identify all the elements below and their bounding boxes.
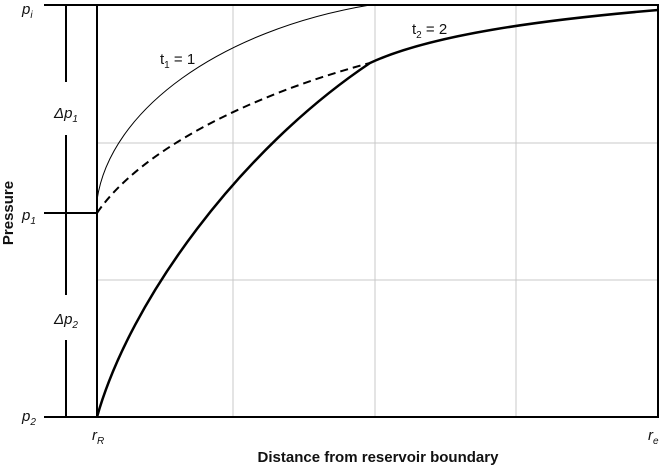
pressure-scale <box>44 4 97 418</box>
symbol: p <box>21 1 30 18</box>
subscript: 1 <box>164 60 170 71</box>
curve-t1 <box>96 4 371 201</box>
subscript: R <box>97 436 104 447</box>
delta-p1-label: Δp1 <box>53 105 78 125</box>
p-1-label: p1 <box>21 207 36 227</box>
y-axis-title: Pressure <box>0 181 17 245</box>
symbol: p <box>21 207 30 224</box>
curve-dashed <box>96 62 371 214</box>
symbol: Δp <box>53 311 72 328</box>
t2-label: t2 = 2 <box>412 21 447 41</box>
curve-t2 <box>95 8 659 418</box>
grid <box>97 5 658 417</box>
symbol: t <box>160 51 165 68</box>
symbol: r <box>92 427 98 444</box>
p-2-label: p2 <box>21 408 36 428</box>
symbol: t <box>412 21 417 38</box>
subscript: 2 <box>71 320 78 331</box>
symbol: r <box>648 427 654 444</box>
delta-p2-label: Δp2 <box>53 311 78 331</box>
p-i-label: pi <box>21 1 33 21</box>
symbol: Δp <box>53 105 72 122</box>
subscript: 1 <box>30 216 36 227</box>
symbol: p <box>21 408 30 425</box>
t1-label: t1 = 1 <box>160 51 195 71</box>
value: = 1 <box>170 51 195 68</box>
subscript: 1 <box>72 114 78 125</box>
value: = 2 <box>422 21 447 38</box>
subscript: i <box>30 10 33 21</box>
r-r-label: rR <box>92 427 104 447</box>
subscript: e <box>653 436 659 447</box>
r-e-label: re <box>648 427 659 447</box>
subscript: 2 <box>416 30 422 41</box>
plot-frame <box>96 4 659 418</box>
subscript: 2 <box>29 417 36 428</box>
x-axis-title: Distance from reservoir boundary <box>258 449 500 466</box>
